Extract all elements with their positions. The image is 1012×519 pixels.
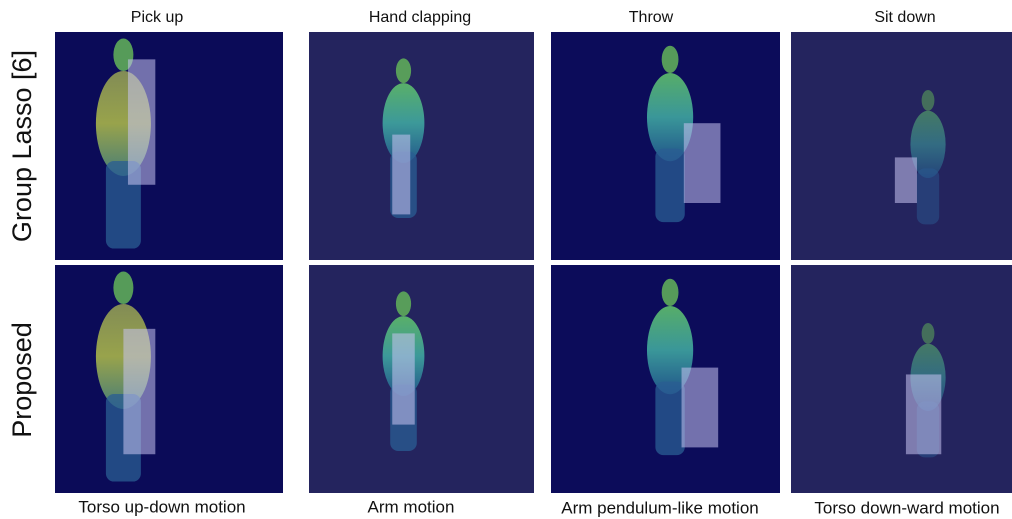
attention-region <box>128 59 155 184</box>
attention-region <box>684 123 721 203</box>
row-label: Group Lasso [6] <box>7 50 37 242</box>
figure-head <box>662 46 679 73</box>
figure-head <box>662 279 679 306</box>
attention-region <box>682 368 719 448</box>
column-header: Hand clapping <box>369 9 471 26</box>
image-panel <box>55 32 283 260</box>
figure-head <box>113 272 133 305</box>
image-grid <box>55 32 1012 493</box>
figure-legs <box>917 168 939 224</box>
row-label: Proposed <box>7 322 37 438</box>
figure-head <box>396 58 411 83</box>
figure-head <box>922 323 935 344</box>
column-header: Sit down <box>874 9 935 26</box>
column-header: Throw <box>629 9 674 26</box>
figure-head <box>922 90 935 111</box>
image-panel <box>309 265 534 493</box>
image-panel <box>791 265 1012 493</box>
caption: Arm pendulum-like motion <box>561 498 758 517</box>
figure: Pick up Hand clapping Throw Sit down Gro… <box>0 0 1012 519</box>
attention-region <box>895 157 917 203</box>
figure-legs <box>655 382 684 456</box>
attention-region <box>906 374 941 454</box>
caption: Torso down-ward motion <box>814 498 999 517</box>
column-header: Pick up <box>131 9 184 26</box>
attention-region <box>392 135 410 215</box>
attention-region <box>392 333 415 424</box>
caption: Torso up-down motion <box>78 497 245 516</box>
figure-legs <box>655 149 684 223</box>
figure-head <box>396 291 411 316</box>
image-panel <box>791 32 1012 260</box>
attention-region <box>123 329 155 454</box>
image-panel <box>309 32 534 260</box>
image-panel <box>55 265 283 493</box>
caption: Arm motion <box>368 497 455 516</box>
